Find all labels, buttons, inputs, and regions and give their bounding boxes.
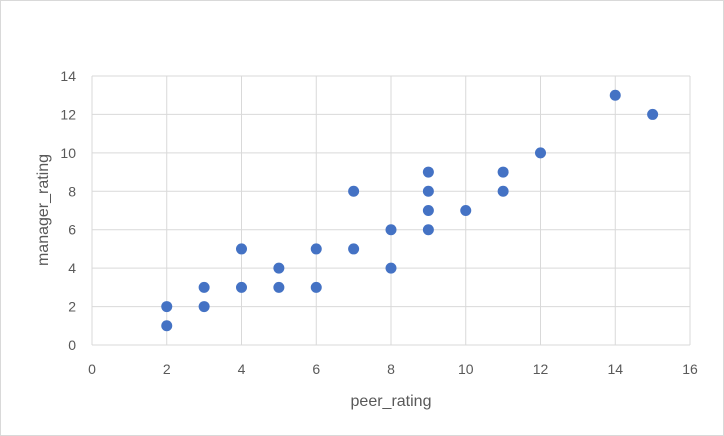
y-tick-label: 6 xyxy=(68,222,76,238)
y-tick-label: 10 xyxy=(60,145,76,161)
data-point xyxy=(460,205,472,216)
data-point xyxy=(198,281,210,293)
data-point xyxy=(236,281,247,293)
x-tick-label: 10 xyxy=(458,361,474,377)
y-axis-title: manager_rating xyxy=(35,154,52,266)
data-point xyxy=(535,147,546,159)
y-tick-label: 8 xyxy=(68,183,76,199)
data-point xyxy=(497,185,509,197)
data-point xyxy=(161,320,173,332)
x-tick-label: 12 xyxy=(533,361,549,377)
y-tick-label: 14 xyxy=(60,68,76,84)
data-points xyxy=(161,89,659,332)
x-tick-label: 4 xyxy=(238,361,246,377)
data-point xyxy=(348,243,360,255)
data-point xyxy=(385,224,397,236)
x-tick-label: 0 xyxy=(88,361,96,377)
x-tick-label: 6 xyxy=(312,361,320,377)
data-point xyxy=(422,166,434,178)
data-point xyxy=(348,185,360,197)
y-tick-label: 12 xyxy=(60,106,76,122)
y-tick-label: 4 xyxy=(68,260,76,276)
x-tick-label: 16 xyxy=(682,361,698,377)
x-tick-label: 2 xyxy=(163,361,171,377)
y-tick-label: 2 xyxy=(68,299,76,315)
data-point xyxy=(310,281,322,293)
data-point xyxy=(198,301,210,313)
y-tick-label: 0 xyxy=(68,337,76,353)
data-point xyxy=(236,243,247,255)
data-point xyxy=(273,281,285,293)
data-point xyxy=(609,89,621,101)
data-point xyxy=(161,301,173,313)
grid-lines xyxy=(91,75,691,346)
data-point xyxy=(273,262,285,274)
data-point xyxy=(422,224,434,236)
data-point xyxy=(422,205,434,216)
data-point xyxy=(385,262,397,274)
data-point xyxy=(647,108,659,120)
data-point xyxy=(422,185,434,197)
tick-labels: 0 2 4 6 8 10 12 14 16 0 2 4 6 8 10 12 14 xyxy=(60,68,698,377)
data-point xyxy=(497,166,509,178)
x-tick-label: 8 xyxy=(387,361,395,377)
x-axis-title: peer_rating xyxy=(351,393,432,410)
data-point xyxy=(310,243,322,255)
x-tick-label: 14 xyxy=(607,361,623,377)
